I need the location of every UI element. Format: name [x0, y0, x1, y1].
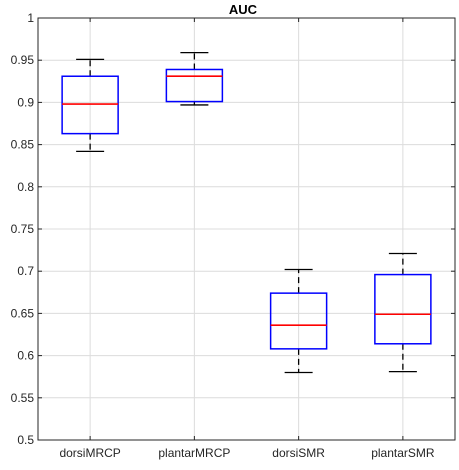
- y-tick-label: 0.9: [17, 95, 34, 109]
- y-tick-label: 0.65: [11, 306, 35, 320]
- box-group-plantarMRCP: [165, 51, 224, 106]
- iqr-box: [61, 75, 119, 135]
- grid-lines: [38, 17, 455, 441]
- x-tick-label-plantarSMR: plantarSMR: [371, 446, 435, 460]
- x-tick-label-dorsiSMR: dorsiSMR: [272, 446, 325, 460]
- y-tick-label: 0.6: [17, 349, 34, 363]
- iqr-box: [165, 68, 224, 103]
- y-tick-label: 0.85: [11, 138, 35, 152]
- x-tick-label-dorsiMRCP: dorsiMRCP: [59, 446, 120, 460]
- y-tick-label: 0.95: [11, 53, 35, 67]
- box-group-plantarSMR: [374, 252, 432, 373]
- axes: 0.5 0.55 0.6 0.65 0.7 0.75 0.8 0.85 0.9 0.95 1 dors…: [11, 11, 456, 460]
- y-tick-label: 0.7: [17, 264, 34, 278]
- y-tick-label: 0.5: [17, 433, 34, 447]
- y-tick-label: 1: [27, 11, 34, 25]
- x-tick-label-plantarMRCP: plantarMRCP: [158, 446, 230, 460]
- plot-area: [61, 51, 432, 374]
- box-group-dorsiSMR: [269, 268, 328, 374]
- iqr-box: [269, 292, 328, 350]
- y-tick-label: 0.75: [11, 222, 35, 236]
- iqr-box: [374, 273, 432, 345]
- chart-title: AUC: [229, 2, 258, 17]
- y-tick-label: 0.55: [11, 391, 35, 405]
- box-group-dorsiMRCP: [61, 58, 119, 153]
- y-tick-label: 0.8: [17, 180, 34, 194]
